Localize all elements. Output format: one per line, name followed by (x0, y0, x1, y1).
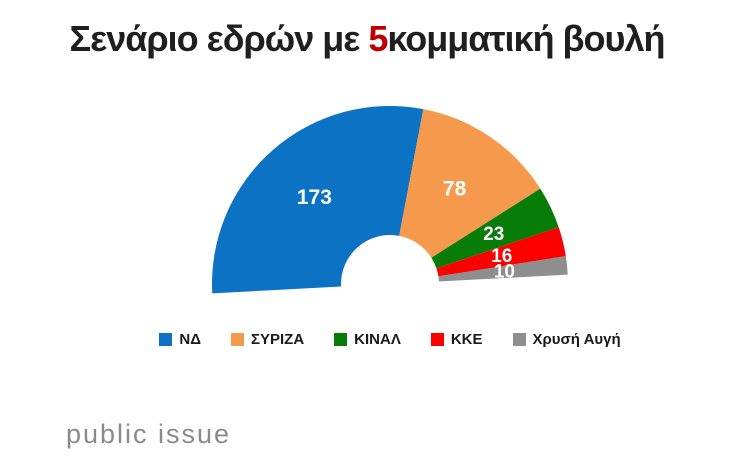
chart-slice (431, 188, 559, 269)
legend-label: ΚΙΝΑΛ (354, 331, 401, 348)
chart-slice-label: 23 (483, 224, 504, 245)
chart-slice (399, 109, 541, 258)
legend-item: Χρυσή Αυγή (512, 331, 621, 348)
title-suffix: κομματική βουλή (387, 18, 665, 59)
title-highlight-number: 5 (368, 18, 388, 59)
page-title: Σενάριο εδρών με 5κομματική βουλή (0, 18, 734, 60)
title-prefix: Σενάριο εδρών με (69, 18, 369, 59)
legend-item: ΝΔ (159, 331, 201, 348)
chart-slice-label: 10 (494, 262, 515, 283)
legend-swatch-icon (512, 333, 526, 346)
legend-item: ΣΥΡΙΖΑ (230, 331, 305, 348)
legend-item: ΚΚΕ (430, 331, 483, 348)
chart-slice (436, 227, 566, 277)
chart-slice (438, 256, 568, 282)
chart-slice-label: 173 (297, 186, 332, 209)
legend-swatch-icon (230, 333, 244, 346)
chart-slice-label: 16 (491, 246, 512, 267)
legend-label: ΣΥΡΙΖΑ (250, 331, 305, 348)
legend-label: ΚΚΕ (450, 331, 483, 348)
legend-item: ΚΙΝΑΛ (334, 331, 401, 348)
legend-label: Χρυσή Αυγή (532, 331, 621, 348)
chart-slice (211, 105, 424, 294)
chart-slice-label: 78 (443, 177, 467, 200)
legend-swatch-icon (334, 333, 348, 346)
chart-legend: ΝΔ ΣΥΡΙΖΑ ΚΙΝΑΛ ΚΚΕ Χρυσή Αυγή (23, 331, 734, 348)
public-issue-logo: public issue (66, 419, 232, 449)
legend-label: ΝΔ (179, 331, 201, 348)
legend-swatch-icon (430, 333, 444, 346)
legend-swatch-icon (159, 333, 173, 346)
